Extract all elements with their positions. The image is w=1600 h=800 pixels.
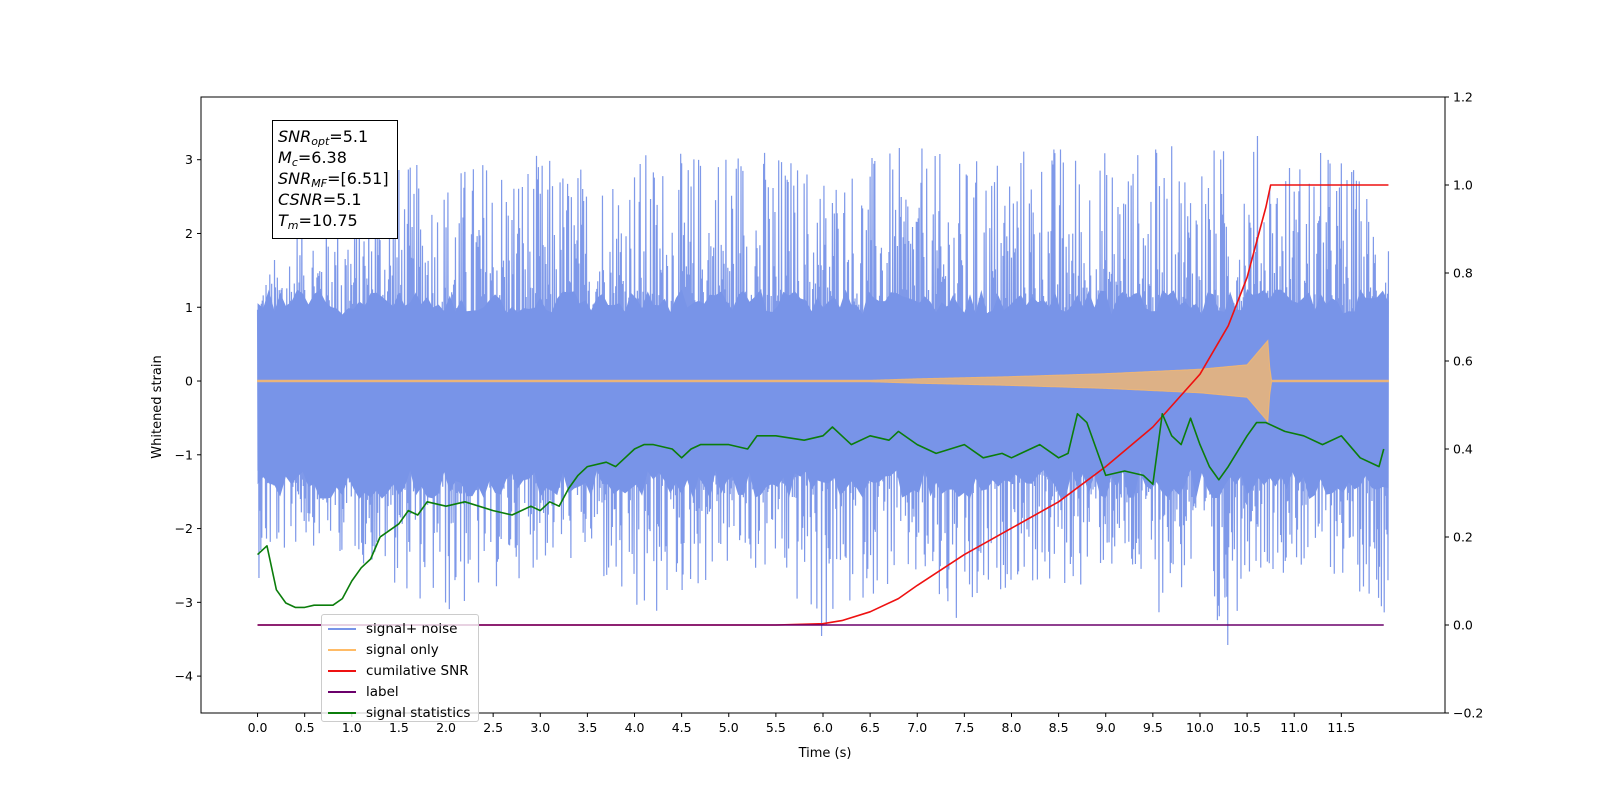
y-axis-label: Whitened strain: [150, 355, 165, 458]
annotation-box: SNRopt=5.1 Mc=6.38 SNRMF=[6.51] CSNR=5.1…: [272, 120, 398, 239]
x-axis-label: Time (s): [798, 746, 852, 761]
x-tick-label: 0.0: [248, 720, 268, 735]
y-tick-label: 3: [185, 152, 193, 167]
x-tick-label: 6.0: [813, 720, 833, 735]
y-tick-label: 1: [185, 300, 193, 315]
legend-label: signal only: [366, 641, 439, 658]
legend-item: label: [322, 681, 478, 702]
x-tick-label: 9.0: [1096, 720, 1116, 735]
y-right-tick-label: −0.2: [1453, 706, 1483, 721]
x-tick-label: 11.5: [1327, 720, 1355, 735]
x-tick-label: 6.5: [860, 720, 880, 735]
x-tick-label: 3.0: [530, 720, 550, 735]
legend-label: signal statistics: [366, 704, 471, 721]
x-tick-label: 7.0: [907, 720, 927, 735]
y-tick-label: 0: [185, 374, 193, 389]
x-tick-label: 10.0: [1186, 720, 1214, 735]
axes: 0.0 0.5 1.0 1.5 2.0 2.5 3.0 3.5 4.0 4.5 5.0 5.5 6.0 6…: [175, 90, 1484, 736]
legend-label: signal+ noise: [366, 620, 458, 637]
y-tick-label: −4: [175, 669, 193, 684]
x-tick-label: 8.0: [1002, 720, 1022, 735]
annotation-snr-opt: SNRopt=5.1: [278, 127, 369, 148]
plot-area: [256, 136, 1390, 645]
y-tick-label: −2: [175, 521, 193, 536]
x-tick-label: 9.5: [1143, 720, 1163, 735]
y-tick-label: −3: [175, 595, 193, 610]
x-tick-label: 4.0: [625, 720, 645, 735]
legend-item: signal+ noise: [322, 618, 478, 639]
y-tick-label: 2: [185, 226, 193, 241]
y-right-tick-label: 0.0: [1453, 618, 1473, 633]
legend-swatch-label: [328, 690, 356, 693]
annotation-chirp-mass: Mc=6.38: [278, 148, 347, 169]
x-tick-label: 1.5: [389, 720, 409, 735]
x-tick-label: 4.5: [672, 720, 692, 735]
legend-swatch-signal-noise: [328, 627, 356, 630]
series-cumilative-snr: [257, 184, 1389, 626]
annotation-csnr: CSNR=5.1: [278, 190, 362, 209]
legend-swatch-cumulative-snr: [328, 669, 356, 672]
y-right-tick-label: 1.0: [1453, 178, 1473, 193]
legend-swatch-signal-only: [328, 648, 356, 651]
series-signal-noise-trace: [256, 136, 1390, 645]
legend-swatch-signal-statistics: [328, 711, 356, 714]
x-tick-label: 10.5: [1233, 720, 1261, 735]
legend-label: label: [366, 683, 399, 700]
legend-item: cumilative SNR: [322, 660, 478, 681]
x-tick-label: 5.0: [719, 720, 739, 735]
annotation-snr-mf: SNRMF=[6.51]: [278, 169, 389, 190]
annotation-merger-time: Tm=10.75: [278, 211, 358, 232]
y-right-tick-label: 0.6: [1453, 354, 1473, 369]
x-tick-label: 3.5: [577, 720, 597, 735]
x-tick-label: 8.5: [1049, 720, 1069, 735]
y-right-tick-label: 0.4: [1453, 442, 1473, 457]
legend-item: signal statistics: [322, 702, 478, 723]
x-tick-label: 2.0: [436, 720, 456, 735]
y-tick-label: −1: [175, 447, 193, 462]
x-tick-label: 11.0: [1280, 720, 1308, 735]
x-tick-label: 7.5: [954, 720, 974, 735]
y-right-tick-label: 1.2: [1453, 90, 1473, 105]
y-right-tick-label: 0.2: [1453, 530, 1473, 545]
x-tick-label: 5.5: [766, 720, 786, 735]
legend-item: signal only: [322, 639, 478, 660]
series-signal-statistics: [257, 412, 1385, 609]
legend-label: cumilative SNR: [366, 662, 469, 679]
series-signal-only: [257, 339, 1389, 423]
x-tick-label: 0.5: [295, 720, 315, 735]
legend: signal+ noise signal only cumilative SNR…: [321, 614, 479, 722]
x-tick-label: 2.5: [483, 720, 503, 735]
x-tick-label: 1.0: [342, 720, 362, 735]
series-signal-noise-core: [257, 289, 1389, 500]
y-right-tick-label: 0.8: [1453, 266, 1473, 281]
